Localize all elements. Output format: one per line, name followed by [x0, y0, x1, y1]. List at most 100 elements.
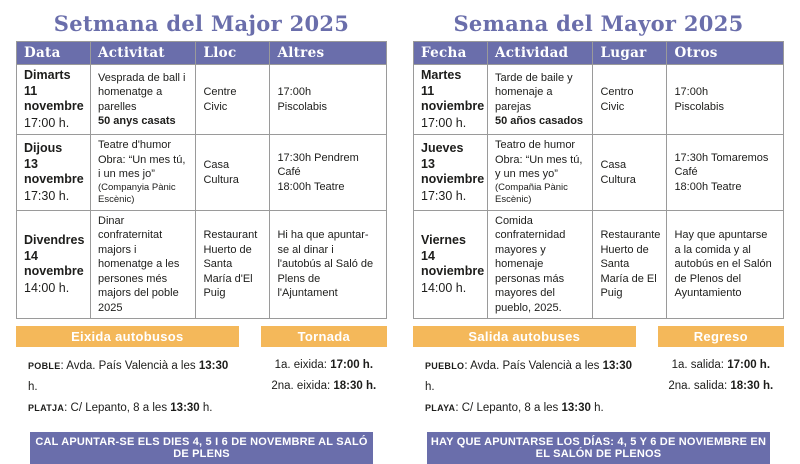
table-row: Divendres 14 novembre 14:00 h. Dinar con…	[16, 209, 387, 320]
row-day: Martes 11 noviembre	[421, 68, 485, 114]
date-cell: Dijous 13 novembre 17:30 h.	[16, 134, 91, 211]
activity-text: Teatro de humor Obra: “Un mes tú, y un m…	[495, 139, 583, 181]
table-row: Dijous 13 novembre 17:30 h. Teatre d'hum…	[16, 134, 387, 211]
departure-banner: Eixida autobusos	[16, 326, 239, 348]
row-time: 17:30 h.	[421, 188, 467, 203]
bus-stop-text: : Avda. País Valencià a les	[60, 360, 196, 373]
panel-valencian: Setmana del Major 2025 Data Activitat Ll…	[16, 6, 387, 464]
row-time: 14:00 h.	[421, 280, 467, 295]
row-day: Dijous 13 novembre	[24, 140, 84, 187]
return-line: 1a. salida: 17:00 h.	[658, 355, 784, 375]
activity-highlight: 50 años casados	[495, 115, 584, 128]
activity-cell: Tarde de baile y homenaje a parejas 50 a…	[486, 64, 594, 136]
table-header-row: Data Activitat Lloc Altres	[16, 41, 387, 66]
return-text: 2na. eixida:	[271, 379, 331, 392]
return-line: 1a. eixida: 17:00 h.	[261, 355, 387, 375]
row-day: Jueves 13 noviembre	[421, 140, 485, 187]
return-banner: Tornada	[260, 326, 387, 348]
bus-stop-line: Poble: Avda. País Valencià a les 13:30 h…	[28, 355, 239, 397]
bus-stop-label: Pueblo	[425, 358, 465, 373]
signup-notice: CAL APUNTAR-SE ELS DIES 4, 5 I 6 DE NOVE…	[30, 432, 373, 464]
page-title-valencian: Setmana del Major 2025	[53, 11, 350, 36]
col-header-activity: Activitat	[89, 41, 197, 66]
activity-text: Teatre d'humor Obra: “Un mes tú, i un me…	[98, 139, 186, 181]
panel-spanish: Semana del Mayor 2025 Fecha Actividad Lu…	[413, 6, 784, 464]
place-cell: Centro Civic	[592, 64, 668, 136]
activity-cell: Dinar confraternitat majors i homenatge …	[89, 209, 197, 320]
row-time: 17:30 h.	[24, 188, 70, 203]
return-time: 17:00 h.	[727, 359, 771, 372]
activity-highlight: 50 anys casats	[98, 115, 176, 128]
bus-stop-line: Playa: C/ Lepanto, 8 a les 13:30 h.	[425, 397, 636, 419]
col-header-activity: Actividad	[486, 41, 594, 66]
activity-cell: Comida confraternidad mayores y homenaje…	[486, 209, 594, 320]
activity-note: (Companyia Pànic Escènic)	[98, 181, 176, 206]
col-header-other: Altres	[269, 41, 387, 66]
col-header-other: Otros	[666, 41, 784, 66]
bus-section: Eixida autobusos Poble: Avda. País Valen…	[16, 326, 387, 419]
date-cell: Jueves 13 noviembre 17:30 h.	[413, 134, 488, 211]
signup-notice: HAY QUE APUNTARSE LOS DÍAS: 4, 5 Y 6 DE …	[427, 432, 770, 464]
bus-section: Salida autobuses Pueblo: Avda. País Vale…	[413, 326, 784, 419]
activity-text: Comida confraternidad mayores y homenaje…	[495, 214, 566, 314]
bus-stop-suffix: h.	[202, 402, 213, 415]
row-day: Divendres 14 novembre	[24, 233, 85, 279]
place-cell: Restaurant Huerto de Santa María d'El Pu…	[195, 209, 271, 320]
col-header-date: Data	[16, 41, 91, 66]
table-row: Viernes 14 noviembre 14:00 h. Comida con…	[413, 209, 784, 320]
other-cell: 17:30h Tomaremos Café 18:00h Teatre	[666, 134, 784, 211]
bus-return-block: Tornada 1a. eixida: 17:00 h. 2na. eixida…	[260, 326, 387, 419]
row-day: Dimarts 11 novembre	[24, 68, 84, 114]
other-cell: 17:00h Piscolabis	[269, 64, 387, 136]
return-time: 18:30 h.	[333, 379, 377, 392]
return-line: 2na. salida: 18:30 h.	[658, 376, 784, 396]
bus-stop-label: Platja	[28, 400, 65, 415]
activity-cell: Teatro de humor Obra: “Un mes tú, y un m…	[486, 134, 594, 211]
activity-text: Dinar confraternitat majors i homenatge …	[98, 214, 180, 314]
other-cell: 17:00h Piscolabis	[666, 64, 784, 136]
bus-stop-time: 13:30	[561, 402, 591, 415]
return-time: 17:00 h.	[330, 359, 374, 372]
bus-stop-label: Playa	[425, 400, 456, 415]
other-cell: 17:30h Pendrem Café 18:00h Teatre	[269, 134, 387, 211]
return-time: 18:30 h.	[730, 379, 774, 392]
place-cell: Restaurante Huerto de Santa María de El …	[592, 209, 668, 320]
bus-stop-text: : C/ Lepanto, 8 a les	[455, 402, 559, 415]
table-row: Dimarts 11 novembre 17:00 h. Vesprada de…	[16, 64, 387, 136]
return-banner: Regreso	[657, 326, 784, 348]
col-header-place: Lugar	[592, 41, 668, 66]
bus-departure-block: Eixida autobusos Poble: Avda. País Valen…	[16, 326, 239, 419]
activity-note: (Compañia Pànic Escènic)	[495, 181, 568, 206]
bus-stop-suffix: h.	[425, 381, 435, 394]
bus-stop-text: : Avda. País Valencià a les	[464, 360, 600, 373]
bus-stop-line: Pueblo: Avda. País Valencià a les 13:30 …	[425, 355, 636, 397]
other-cell: Hay que apuntarse a la comida y al autob…	[666, 209, 784, 320]
table-row: Jueves 13 noviembre 17:30 h. Teatro de h…	[413, 134, 784, 211]
schedule-table-valencian: Data Activitat Lloc Altres Dimarts 11 no…	[16, 41, 387, 320]
bus-stop-time: 13:30	[198, 360, 229, 373]
page-title-spanish: Semana del Mayor 2025	[453, 11, 744, 36]
activity-text: Vesprada de ball i homenatge a parelles	[98, 71, 186, 113]
place-cell: Casa Cultura	[592, 134, 668, 211]
table-header-row: Fecha Actividad Lugar Otros	[413, 41, 784, 66]
bus-return-block: Regreso 1a. salida: 17:00 h. 2na. salida…	[657, 326, 784, 419]
col-header-date: Fecha	[413, 41, 488, 66]
bus-departure-block: Salida autobuses Pueblo: Avda. País Vale…	[413, 326, 636, 419]
activity-cell: Teatre d'humor Obra: “Un mes tú, i un me…	[89, 134, 197, 211]
place-cell: Centre Civic	[195, 64, 271, 136]
date-cell: Divendres 14 novembre 14:00 h.	[16, 209, 91, 320]
row-time: 17:00 h.	[24, 115, 70, 130]
table-row: Martes 11 noviembre 17:00 h. Tarde de ba…	[413, 64, 784, 136]
return-text: 2na. salida:	[668, 379, 728, 392]
bus-stop-line: Platja: C/ Lepanto, 8 a les 13:30 h.	[28, 397, 239, 419]
bus-stop-time: 13:30	[602, 360, 633, 373]
place-cell: Casa Cultura	[195, 134, 271, 211]
schedule-table-spanish: Fecha Actividad Lugar Otros Martes 11 no…	[413, 41, 784, 320]
date-cell: Viernes 14 noviembre 14:00 h.	[413, 209, 488, 320]
bus-stop-label: Poble	[28, 358, 61, 373]
departure-banner: Salida autobuses	[413, 326, 636, 348]
col-header-place: Lloc	[195, 41, 271, 66]
row-day: Viernes 14 noviembre	[421, 233, 485, 279]
row-time: 14:00 h.	[24, 280, 70, 295]
